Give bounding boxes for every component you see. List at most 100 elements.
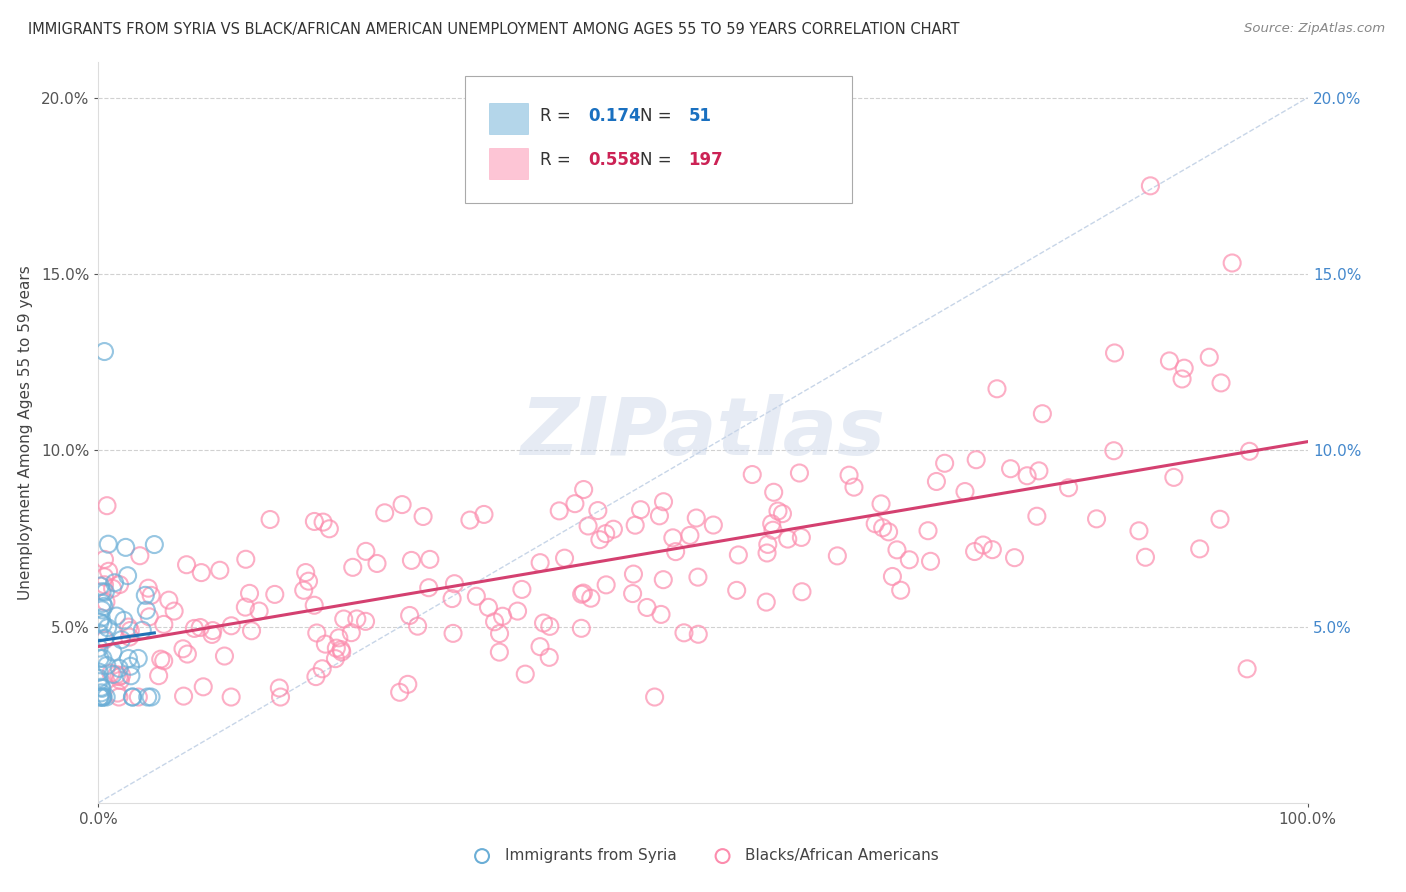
Point — [188, 620, 211, 634]
Text: R =: R = — [540, 151, 576, 169]
Point — [136, 581, 159, 595]
Point — [650, 607, 672, 622]
Point — [648, 508, 671, 523]
Point — [727, 548, 749, 562]
Point — [318, 522, 340, 536]
Point — [965, 452, 987, 467]
Point — [112, 613, 135, 627]
Point — [602, 522, 624, 536]
Point — [93, 344, 115, 359]
Point — [1220, 256, 1243, 270]
Point — [89, 615, 111, 629]
Point — [595, 578, 617, 592]
Point — [354, 544, 377, 558]
Point — [108, 661, 131, 675]
Point — [114, 541, 136, 555]
Point — [1163, 470, 1185, 484]
Point — [396, 677, 419, 691]
Point — [623, 567, 645, 582]
Point — [131, 624, 153, 638]
Point — [219, 690, 242, 704]
Point — [1188, 541, 1211, 556]
Point — [953, 484, 976, 499]
Point — [898, 553, 921, 567]
Point — [93, 552, 115, 566]
Point — [270, 690, 292, 704]
Point — [173, 689, 195, 703]
Point — [762, 485, 785, 500]
Point — [636, 600, 658, 615]
Point — [863, 516, 886, 531]
Point — [94, 585, 117, 599]
Point — [877, 524, 900, 539]
Point — [190, 566, 212, 580]
Point — [107, 686, 129, 700]
Point — [342, 560, 364, 574]
Point — [91, 690, 114, 704]
Point — [134, 588, 156, 602]
Point — [89, 626, 111, 640]
Point — [311, 662, 333, 676]
Point — [90, 680, 112, 694]
Point — [97, 621, 120, 635]
Point — [1031, 407, 1053, 421]
Point — [96, 658, 118, 673]
Point — [240, 624, 263, 638]
Point — [401, 553, 423, 567]
Point — [595, 526, 617, 541]
Point — [325, 641, 347, 656]
Point — [325, 651, 347, 665]
Point — [890, 583, 912, 598]
Point — [104, 575, 127, 590]
Point — [101, 645, 124, 659]
Point — [652, 494, 675, 508]
Point — [269, 681, 291, 695]
Point — [96, 690, 118, 704]
Point — [94, 632, 117, 646]
Point — [644, 690, 666, 704]
Point — [1173, 361, 1195, 376]
Point — [1209, 512, 1232, 526]
Point — [624, 518, 647, 533]
Text: 0.558: 0.558 — [588, 151, 641, 169]
Point — [89, 690, 111, 704]
Point — [443, 576, 465, 591]
Point — [569, 621, 592, 635]
Point — [842, 480, 865, 494]
Point — [302, 599, 325, 613]
Point — [702, 518, 724, 533]
Legend: Immigrants from Syria, Blacks/African Americans: Immigrants from Syria, Blacks/African Am… — [461, 842, 945, 869]
Point — [1017, 468, 1039, 483]
Point — [538, 619, 561, 633]
Point — [330, 642, 353, 657]
Point — [776, 532, 799, 546]
Point — [139, 588, 162, 602]
Point — [685, 511, 707, 525]
Point — [1057, 481, 1080, 495]
Point — [589, 533, 612, 547]
Point — [208, 563, 231, 577]
Point — [388, 685, 411, 699]
Point — [981, 542, 1004, 557]
Point — [441, 626, 464, 640]
Point — [472, 508, 495, 522]
Point — [91, 584, 114, 599]
Point — [1085, 512, 1108, 526]
Point — [412, 509, 434, 524]
Point — [572, 586, 595, 600]
Point — [176, 558, 198, 572]
Point — [1209, 376, 1232, 390]
Point — [586, 503, 609, 517]
Point — [201, 624, 224, 638]
Point — [135, 603, 157, 617]
Point — [346, 612, 368, 626]
Point — [1198, 350, 1220, 364]
Point — [762, 523, 785, 537]
Point — [110, 673, 132, 688]
Point — [219, 619, 242, 633]
Point — [761, 516, 783, 531]
Point — [554, 551, 576, 566]
Point — [515, 667, 537, 681]
Point — [105, 609, 128, 624]
Point — [121, 690, 143, 704]
